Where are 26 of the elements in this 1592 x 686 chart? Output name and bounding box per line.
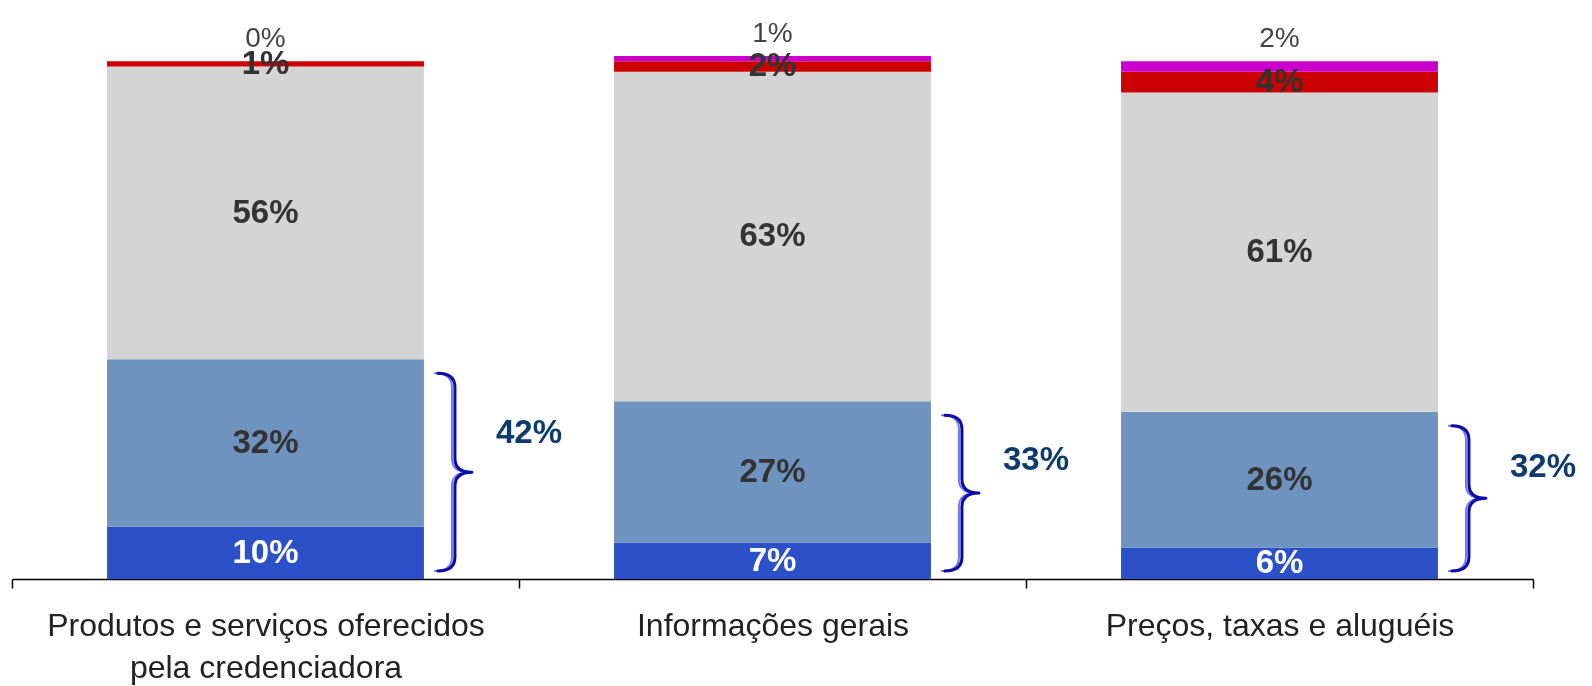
x-tick-label: Informações gerais [636, 606, 910, 643]
x-tick-label: Preços, taxas e aluguéis [1105, 606, 1455, 643]
data-label: 63% [739, 216, 806, 254]
data-label: 61% [1246, 232, 1313, 270]
data-label: 7% [748, 540, 797, 578]
bar [107, 526, 424, 579]
data-label: 4% [1255, 62, 1304, 100]
data-label: 27% [739, 451, 806, 489]
bar [107, 359, 424, 527]
annotation: 42% [495, 412, 562, 450]
bar [614, 542, 931, 579]
bar [614, 401, 931, 543]
annotation: 33% [1002, 440, 1069, 478]
data-label: 32% [232, 423, 299, 461]
data-label: 2% [1259, 22, 1300, 54]
data-label: 56% [232, 192, 299, 230]
data-label: 10% [232, 532, 299, 570]
bar [1121, 411, 1438, 548]
data-label: 26% [1246, 459, 1313, 497]
x-tick-label: Produtos e serviços oferecidos pela credenciadora [47, 606, 485, 685]
bar [1121, 547, 1438, 579]
data-label: 1% [752, 17, 793, 48]
bar [1121, 92, 1438, 412]
annotation: 32% [1509, 447, 1576, 485]
bar [1121, 71, 1438, 93]
data-label: 6% [1255, 543, 1304, 581]
